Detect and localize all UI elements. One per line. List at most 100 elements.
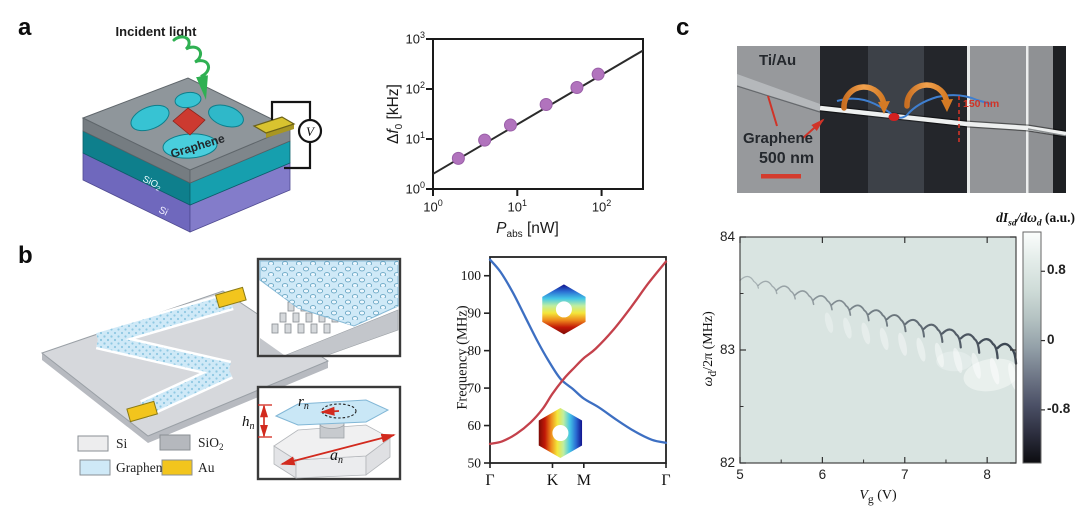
mixing-flare	[1008, 362, 1018, 391]
colorbar	[1022, 231, 1042, 464]
x-tick-label: Γ	[485, 472, 494, 489]
data-point	[478, 133, 492, 147]
resonance-arc	[776, 285, 796, 300]
plot-mixing-current-map: 5 6 7 8 84 83 82 0.8 0 -0.8 dIsd/dωd (a.u.) ωd/2π…	[693, 210, 1080, 512]
plot-band-structure: 50 60 70 80 90 100 Γ K M Γ Frequency (MHz)	[453, 244, 675, 512]
bright-region	[963, 358, 1019, 392]
tiau-label: Ti/Au	[759, 52, 797, 69]
au-contact-bottom	[126, 400, 159, 423]
x-tick-label: M	[577, 472, 591, 489]
graphene-pointer-1	[767, 95, 778, 127]
y-tick-label: 60	[468, 418, 482, 433]
band-curve	[488, 260, 668, 446]
plot-b-canvas: 50 60 70 80 90 100 Γ K M Γ	[461, 256, 671, 489]
device-schematic-b: rn hn an Si SiO2 Graphene Au	[40, 257, 402, 481]
incident-light-label: Incident light	[116, 24, 198, 39]
hopping-arrow-right-head	[941, 99, 953, 112]
sem-image: Ti/Au Graphene 500 nm 150 nm	[737, 46, 1066, 193]
resonance-arc	[904, 318, 926, 338]
si-layer-label: Si	[157, 205, 170, 219]
resonance-arc	[794, 290, 815, 306]
data-point	[570, 81, 584, 95]
plot-frequency-shift-vs-power: 100 101 102 103 100 101 102 Δf0 [kHz] Pabs [nW…	[385, 14, 670, 260]
resonance-arc	[959, 333, 981, 354]
y-tick-label: 70	[468, 381, 482, 396]
data-point	[503, 118, 517, 132]
resonance-arc	[978, 338, 999, 360]
sem-graphene-label: Graphene	[743, 130, 814, 147]
drum-hole-left	[130, 104, 170, 132]
hopping-arrow-right	[904, 82, 950, 109]
plot-b-y-axis-label: Frequency (MHz)	[454, 305, 471, 410]
scale-bar-label: 500 nm	[759, 150, 815, 167]
material-legend: Si SiO2 Graphene Au	[77, 434, 224, 476]
plot-a-frame	[432, 38, 644, 190]
plot-a-canvas	[426, 38, 644, 196]
hexagon-hole	[552, 425, 569, 442]
electrode-bar-1	[737, 46, 820, 193]
trench-1	[820, 46, 868, 193]
au-contact-top	[214, 286, 247, 309]
legend-label-si: Si	[116, 436, 128, 451]
mixing-flare	[898, 332, 908, 356]
legend-swatch-si	[77, 435, 109, 452]
hole-radius-circle	[321, 403, 357, 419]
inset-unit-cell: rn hn an	[242, 385, 402, 481]
hopping-arrow-left	[841, 84, 887, 111]
y-tick-label: 100	[461, 268, 482, 283]
panel-label-a: a	[18, 14, 32, 41]
heatmap-y-axis-label: ωd/2π (MHz)	[701, 311, 719, 387]
h-n-label: hn	[242, 414, 255, 432]
depth-label: 150 nm	[963, 98, 1000, 110]
colorbar-title: dIsd/dωd (a.u.)	[996, 210, 1075, 229]
voltmeter-symbol	[297, 118, 323, 144]
circuit-wire-top	[270, 100, 312, 120]
resonance-arc	[996, 342, 1018, 365]
y-tick-label: 80	[468, 343, 482, 358]
resonance-arc	[941, 328, 962, 349]
band-curve	[488, 258, 668, 444]
y-tick-label: 50	[468, 456, 482, 471]
heatmap-background	[740, 237, 1016, 463]
data-point	[539, 97, 553, 111]
data-point	[591, 67, 605, 81]
scale-bar	[761, 174, 801, 179]
hopping-arrow-left-head	[878, 101, 890, 114]
r-n-label: rn	[298, 394, 309, 412]
resonance-arc	[867, 309, 889, 327]
defect-dot	[888, 113, 900, 121]
y-tick-label: 90	[468, 306, 482, 321]
drum-hole-right	[208, 104, 244, 128]
graphene-pointer-2	[802, 118, 825, 139]
electrode-side	[266, 124, 294, 138]
mixing-flare	[989, 357, 1000, 385]
inset-pillar-array-frame	[256, 257, 402, 358]
x-tick-label: K	[547, 472, 559, 489]
resonance-arc	[922, 323, 944, 344]
mixing-flare	[824, 312, 834, 333]
legend-label-au: Au	[198, 460, 215, 475]
legend-swatch-graphene	[79, 459, 111, 476]
electrode-edge-highlight-2	[1026, 46, 1029, 193]
plot-b-frame	[489, 256, 667, 464]
mixing-flare	[916, 337, 926, 362]
sem-canvas	[737, 46, 1066, 193]
suspended-membrane-center	[172, 107, 206, 136]
mixing-flare	[861, 322, 871, 345]
mixing-flare	[879, 327, 889, 351]
legend-swatch-sio2	[159, 434, 191, 451]
circuit-wire-bottom	[284, 143, 312, 170]
radius-arrow	[320, 406, 340, 416]
plot-a-y-axis-label: Δf0 [kHz]	[384, 84, 406, 144]
electrode-bar-4	[1028, 46, 1053, 193]
resonance-arc	[831, 299, 852, 316]
mixing-flare	[843, 317, 852, 339]
mixing-flare	[934, 342, 944, 368]
resonance-arc	[739, 275, 760, 289]
legend-label-graphene: Graphene	[116, 460, 168, 475]
electrode-bar-3	[970, 46, 1026, 193]
incident-light-arrow	[172, 35, 211, 100]
plot-c-canvas	[739, 231, 1045, 464]
device-schematic-a: Incident light Graphene SiO2 Si V	[81, 24, 323, 233]
